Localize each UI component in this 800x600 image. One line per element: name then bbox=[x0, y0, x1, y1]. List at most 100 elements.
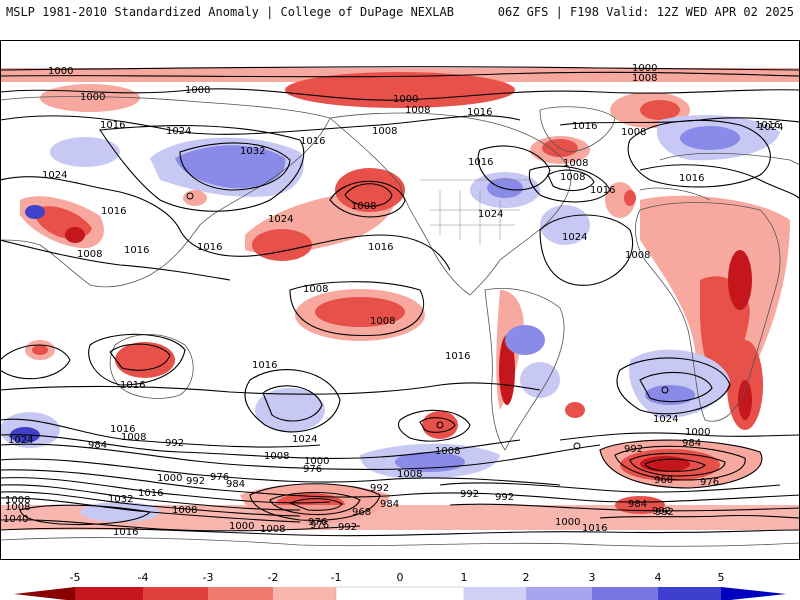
isobar-label: 1008 bbox=[621, 127, 646, 138]
colorbar-tick: -1 bbox=[331, 571, 342, 584]
isobar-label: 968 bbox=[352, 507, 371, 518]
isobar-label: 1008 bbox=[303, 284, 328, 295]
isobar-label: 1008 bbox=[405, 105, 430, 116]
low-center-marker bbox=[436, 421, 444, 429]
isobar-label: 1016 bbox=[582, 523, 607, 534]
isobar-label: 1016 bbox=[100, 120, 125, 131]
isobar-label: 960 bbox=[654, 475, 673, 486]
isobar-label: 1040 bbox=[3, 514, 28, 525]
isobar-labels: 1000 1000 1008 1008 1000 1016 1024 1032 … bbox=[3, 63, 783, 538]
anomaly-arctic-low bbox=[285, 72, 515, 108]
isobar-contours bbox=[0, 66, 800, 537]
isobar-label: 1008 bbox=[563, 158, 588, 169]
isobar-label: 992 bbox=[186, 476, 205, 487]
isobar-label: 1008 bbox=[560, 172, 585, 183]
us-borders bbox=[420, 179, 530, 245]
colorbar-swatch bbox=[143, 587, 208, 600]
anomaly-colorbar: -5 -4 -3 -2 -1 0 1 2 3 4 5 bbox=[14, 571, 786, 600]
isobar-label: 1016 bbox=[445, 351, 470, 362]
isobar-label: 1008 bbox=[632, 73, 657, 84]
colorbar-tick: -3 bbox=[203, 571, 214, 584]
isobar-label: 1000 bbox=[48, 66, 73, 77]
isobar-label: 984 bbox=[628, 499, 647, 510]
isobar-label: 1016 bbox=[110, 424, 135, 435]
isobar-label: 1032 bbox=[240, 146, 265, 157]
isobar-label: 1016 bbox=[138, 488, 163, 499]
isobar-label: 1008 bbox=[77, 249, 102, 260]
isobar-label: 976 bbox=[308, 517, 327, 528]
isobar-label: 1008 bbox=[435, 446, 460, 457]
isobar-label: 1008 bbox=[121, 432, 146, 443]
isobar-label: 984 bbox=[380, 499, 399, 510]
isobar-label: 1008 bbox=[185, 85, 210, 96]
pressure-centers bbox=[186, 192, 669, 450]
isobar-label: 1024 bbox=[268, 214, 293, 225]
isobar-label: 984 bbox=[226, 479, 245, 490]
isobar-label: 992 bbox=[495, 492, 514, 503]
anomaly-map[interactable]: 1000 1000 1008 1008 1000 1016 1024 1032 … bbox=[0, 40, 800, 560]
isobar-label: 992 bbox=[652, 506, 671, 517]
isobar-label: 1000 bbox=[555, 517, 580, 528]
map-title: MSLP 1981-2010 Standardized Anomaly | Co… bbox=[6, 5, 454, 19]
colorbar-tick-labels: -5 -4 -3 -2 -1 0 1 2 3 4 5 bbox=[70, 571, 725, 584]
isobar-label: 1008 bbox=[264, 451, 289, 462]
isobar-label: 1016 bbox=[590, 185, 615, 196]
antarctica-coastline bbox=[0, 537, 800, 547]
colorbar-swatch bbox=[464, 587, 526, 600]
isobar-label: 992 bbox=[655, 507, 674, 518]
colorbar-tick: 3 bbox=[589, 571, 596, 584]
isobar-label: 1016 bbox=[468, 157, 493, 168]
isobar-label: 1008 bbox=[370, 316, 395, 327]
isobar-label: 1016 bbox=[252, 360, 277, 371]
isobar-label: 1000 bbox=[632, 63, 657, 74]
colorbar-swatch bbox=[75, 587, 143, 600]
isobar-label: 1024 bbox=[653, 414, 678, 425]
greenland-coastline bbox=[539, 106, 616, 153]
isobar-label: 1024 bbox=[478, 209, 503, 220]
low-center-marker bbox=[573, 442, 581, 450]
isobar-label: 1016 bbox=[572, 121, 597, 132]
africa-coastline bbox=[635, 202, 781, 422]
isobar-label: 992 bbox=[165, 438, 184, 449]
colorbar-tick: 2 bbox=[523, 571, 530, 584]
isobar-label: 992 bbox=[460, 489, 479, 500]
anomaly-shading bbox=[0, 68, 800, 530]
isobar-label: 1000 bbox=[229, 521, 254, 532]
colorbar-tick: 0 bbox=[397, 571, 404, 584]
isobar-label: 976 bbox=[303, 464, 322, 475]
isobar-label: 976 bbox=[310, 520, 329, 531]
isobar-label: 1008 bbox=[5, 495, 30, 506]
anomaly-eastern-us-high bbox=[487, 178, 523, 198]
colorbar-tick: -2 bbox=[268, 571, 279, 584]
isobar-label: 1024 bbox=[8, 435, 33, 446]
isobar-label: 1016 bbox=[300, 136, 325, 147]
isobar-label: 1008 bbox=[625, 250, 650, 261]
colorbar-swatch bbox=[335, 586, 465, 600]
europe-coastline bbox=[639, 152, 800, 201]
isobar-label: 992 bbox=[370, 483, 389, 494]
colorbar-swatch bbox=[658, 587, 721, 600]
colorbar-tick: 5 bbox=[718, 571, 725, 584]
isobar-label: 1008 bbox=[372, 126, 397, 137]
isobar-label: 1008 bbox=[351, 201, 376, 212]
colorbar-tick: -5 bbox=[70, 571, 81, 584]
isobar-label: 1016 bbox=[124, 245, 149, 256]
isobar-label: 1000 bbox=[685, 427, 710, 438]
australia-coastline bbox=[109, 334, 194, 399]
colorbar-swatch bbox=[592, 587, 658, 600]
coastlines bbox=[0, 96, 800, 547]
low-center-marker bbox=[186, 192, 194, 200]
isobar-label: 1008 bbox=[260, 524, 285, 535]
isobar-label: 1024 bbox=[166, 126, 191, 137]
isobar-label: 1024 bbox=[562, 232, 587, 243]
colorbar-tick: -4 bbox=[138, 571, 149, 584]
isobar-label: 1000 bbox=[304, 456, 329, 467]
isobar-label: 1032 bbox=[108, 494, 133, 505]
isobar-label: 1008 bbox=[397, 469, 422, 480]
isobar-label: 1016 bbox=[120, 380, 145, 391]
isobar-label: 1008 bbox=[172, 505, 197, 516]
isobar-label: 1016 bbox=[679, 173, 704, 184]
colorbar-swatch bbox=[721, 587, 786, 600]
isobar-label: 1008 bbox=[5, 502, 30, 513]
high-center-marker bbox=[661, 386, 669, 394]
